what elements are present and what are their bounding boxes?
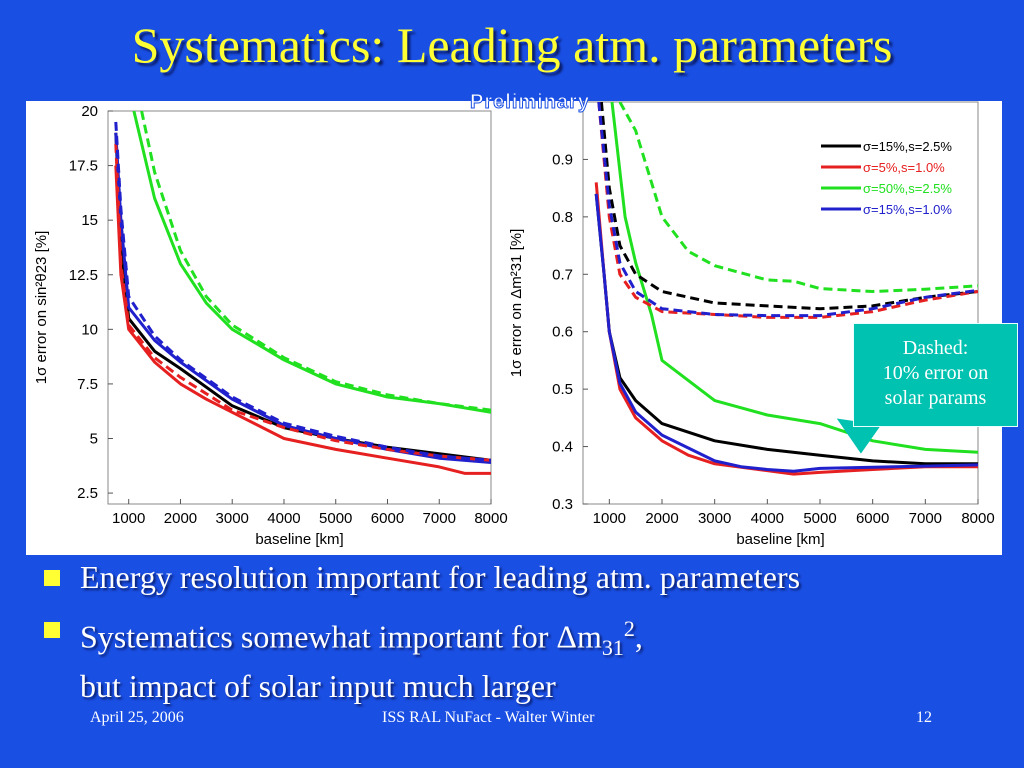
y-tick-label: 0.5 [552,381,573,398]
footer-center: ISS RAL NuFact - Walter Winter [382,709,595,726]
y-tick-label: 20 [81,103,98,120]
plot-frame-2 [582,101,979,505]
y-tick-label: 0.6 [552,324,573,341]
series-line-2-6 [597,102,978,319]
dashed-callout: Dashed: 10% error on solar params [853,323,1018,427]
callout-line3: solar params [884,387,987,409]
series-line-1-6 [140,111,491,412]
x-tick-label: 3000 [698,510,731,527]
slide-title: Systematics: Leading atm. parameters [131,17,893,73]
x-tick-label: 4000 [751,510,784,527]
y-tick-label: 17.5 [69,158,98,175]
y-tick-label: 0.3 [552,496,573,513]
x-tick-label: 5000 [803,510,836,527]
bullet-text-2-pre: Systematics somewhat important for [80,618,557,655]
bullet-m: m [576,618,602,655]
y-tick-label: 0.7 [552,266,573,283]
y-axis-label: 1σ error on Δm²31 [%] [508,229,525,378]
plot-frame-1 [107,110,492,505]
y-tick-label: 10 [81,321,98,338]
bullet-text-2-line2: but impact of solar input much larger [80,668,556,705]
x-tick-label: 7000 [909,510,942,527]
x-tick-label: 1000 [112,510,145,527]
series-line-1-5 [114,143,491,462]
series-line-1-2 [114,165,491,475]
callout-line1: Dashed: [902,337,969,359]
legend-label: σ=50%,s=2.5% [863,181,952,196]
y-axis-label: 1σ error on sin²θ23 [%] [33,231,50,385]
y-tick-label: 12.5 [69,267,98,284]
bullet-text-1: Energy resolution important for leading … [80,559,801,595]
x-tick-label: 6000 [371,510,404,527]
preliminary-watermark: Preliminary [470,91,590,114]
legend-label: σ=5%,s=1.0% [863,160,945,175]
callout-line2: 10% error on [882,362,989,384]
y-tick-label: 5 [90,431,98,448]
y-tick-label: 7.5 [77,376,98,393]
x-tick-label: 2000 [645,510,678,527]
x-axis-label: baseline [km] [255,531,343,548]
y-tick-label: 0.8 [552,209,573,226]
bullet-text-2-post: , [634,618,643,655]
y-tick-label: 0.4 [552,439,573,456]
x-tick-label: 1000 [593,510,626,527]
x-axis-label: baseline [km] [736,531,824,548]
bullet-list: Energy resolution important for leading … [44,558,1004,719]
bullet-delta: Δ [556,618,577,655]
series-line-1-1 [114,132,491,462]
series-line-1-4 [114,132,491,464]
series-line-2-4 [594,193,978,473]
series-line-2-8 [597,102,978,318]
y-tick-label: 0.9 [552,151,573,168]
x-tick-label: 3000 [216,510,249,527]
figure-panel: 1000 2000 3000 4000 5000 6000 7000 8000 2.5 5 7.5 1… [26,91,1002,555]
y-tick-label: 2.5 [77,485,98,502]
x-tick-label: 2000 [164,510,197,527]
bullet-item-2: Systematics somewhat important for Δm312… [44,610,1004,705]
series-line-2-5 [599,102,978,311]
x-tick-label: 5000 [319,510,352,527]
x-tick-label: 6000 [856,510,889,527]
bullet-square-icon [44,622,60,638]
x-tick-label: 8000 [961,510,994,527]
legend-label: σ=15%,s=2.5% [863,139,952,154]
x-tick-label: 8000 [474,510,507,527]
x-tick-label: 7000 [423,510,456,527]
plots-svg: 1000 2000 3000 4000 5000 6000 7000 8000 2.5 5 7.5 1… [33,101,995,548]
bullet-item-1: Energy resolution important for leading … [44,558,1004,596]
bullet-sub: 31 [601,635,624,661]
bullet-sup: 2 [623,616,635,641]
legend-label: σ=15%,s=1.0% [863,202,952,217]
bullet-square-icon [44,570,60,586]
x-tick-label: 4000 [267,510,300,527]
series-line-2-3 [610,102,978,454]
footer-date: April 25, 2006 [90,709,184,726]
series-line-2-7 [618,102,978,293]
y-tick-label: 15 [81,212,98,229]
footer-page-number: 12 [916,709,932,726]
series-line-1-7 [114,121,491,462]
